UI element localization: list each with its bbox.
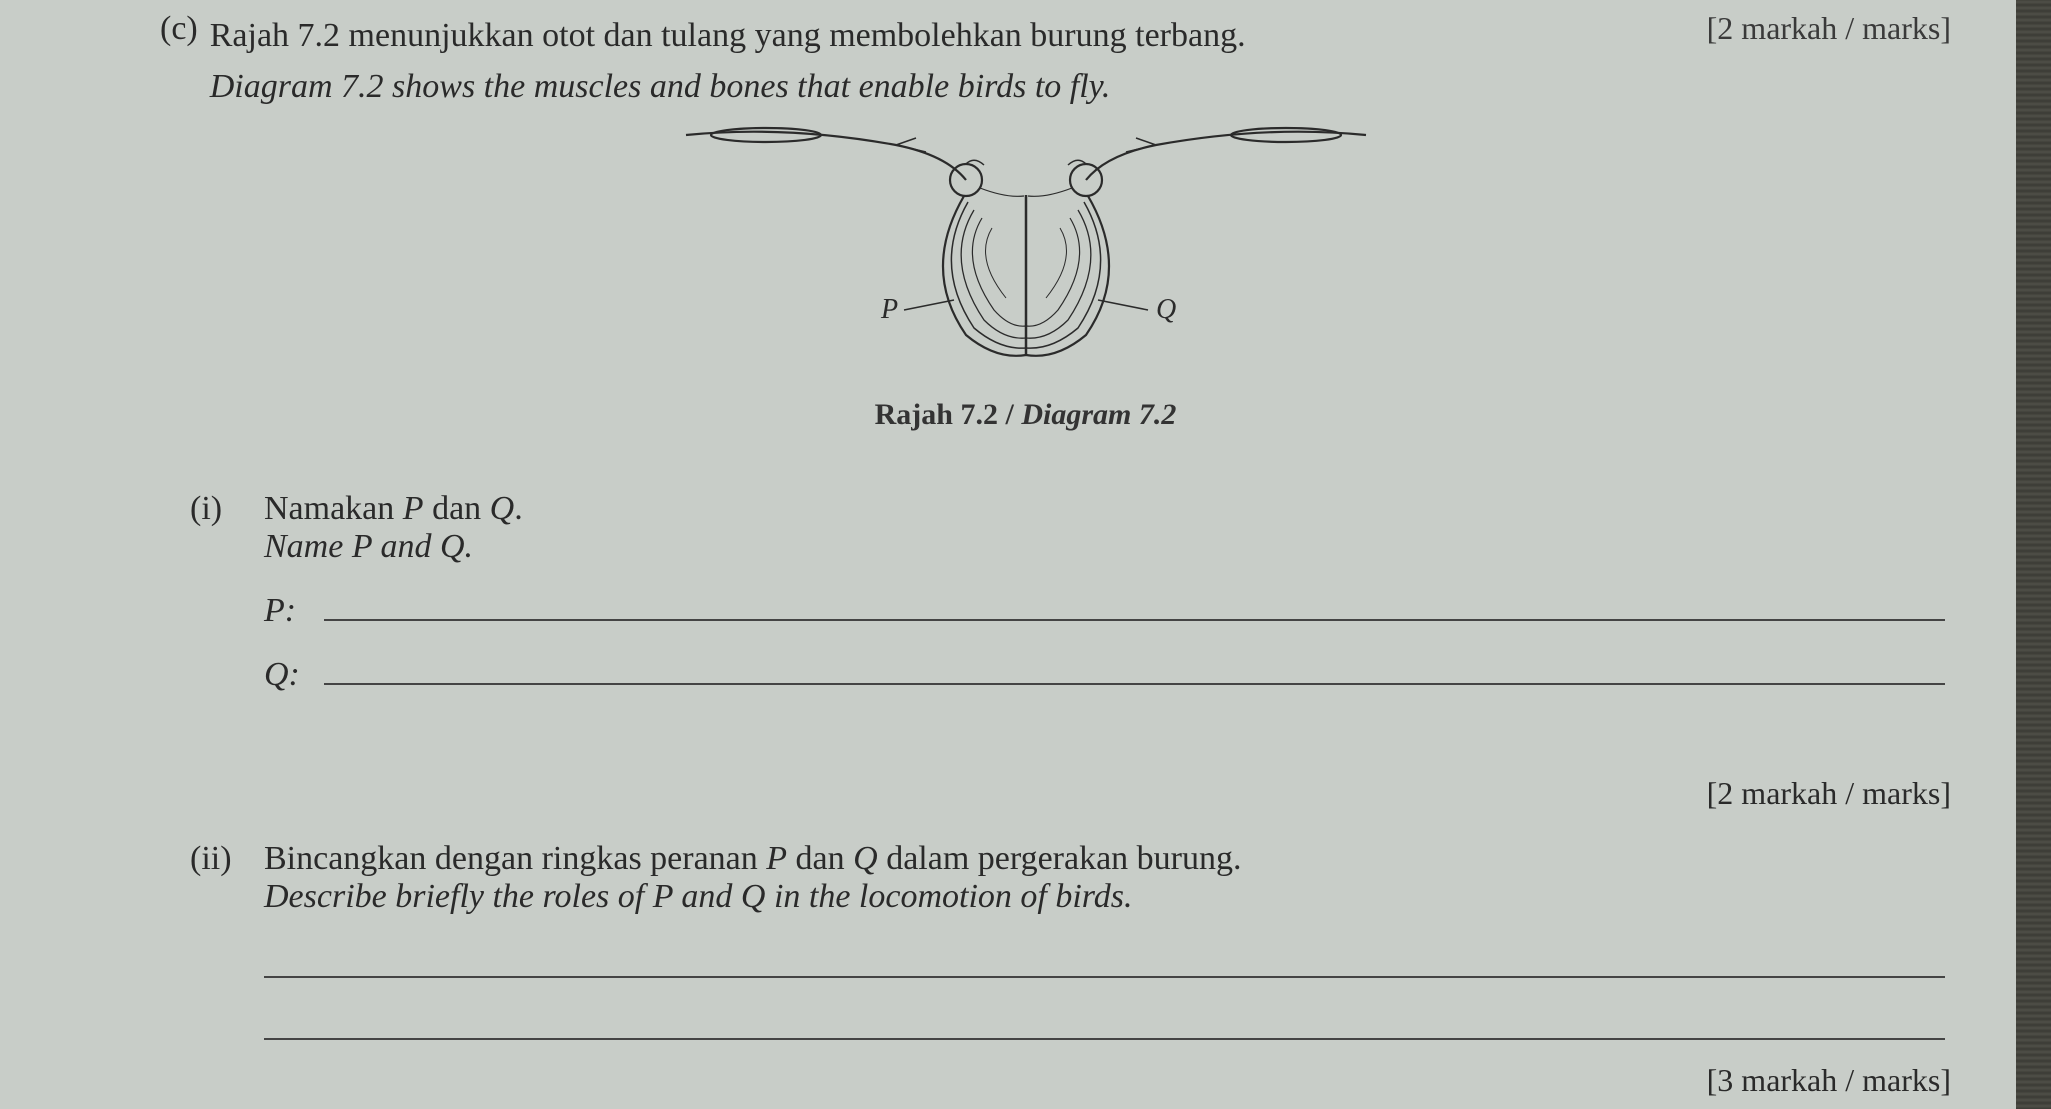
answer-q-blank[interactable] [324,655,1945,685]
part-i: (i) Namakan P dan Q. Name P and Q. P: Q: [190,490,1951,694]
marks-bottom: [3 markah / marks] [1707,1062,1951,1099]
answer-ii-line2[interactable] [264,1038,1945,1040]
part-ii-line2: Describe briefly the roles of P and Q in… [264,878,1945,916]
diagram-label-q: Q [1156,294,1176,325]
p-var: P [403,490,424,527]
part-i-content: Namakan P dan Q. Name P and Q. P: Q: [264,490,1945,694]
t: Name [264,528,352,565]
question-c-line2: Diagram 7.2 shows the muscles and bones … [210,61,1246,112]
t: dan [787,840,853,877]
label-c: (c) [160,10,198,112]
q-var: Q [490,490,515,527]
answer-q-line: Q: [264,655,1945,694]
question-c-text: Rajah 7.2 menunjukkan otot dan tulang ya… [210,10,1246,112]
p-var: P [766,840,787,877]
part-i-label: (i) [190,490,260,528]
answer-ii-line1[interactable] [264,976,1945,978]
t: . [514,490,523,527]
answer-p-blank[interactable] [324,591,1945,621]
part-ii-line1: Bincangkan dengan ringkas peranan P dan … [264,840,1945,878]
part-i-line2: Name P and Q. [264,528,1945,566]
t: dalam pergerakan burung. [878,840,1242,877]
marks-top: [2 markah / marks] [1707,10,1951,47]
diagram-caption: Rajah 7.2 / Diagram 7.2 [666,398,1386,432]
q-var: Q [741,878,766,915]
p-var: P [653,878,673,915]
question-c: (c) Rajah 7.2 menunjukkan otot dan tulan… [160,10,1246,112]
caption-right: Diagram 7.2 [1021,398,1176,431]
answer-p-label: P: [264,592,314,630]
diagram-label-p: P [880,294,898,325]
answer-q-label: Q: [264,656,314,694]
t: Bincangkan dengan ringkas peranan [264,840,766,877]
t: and [372,528,440,565]
question-c-line1: Rajah 7.2 menunjukkan otot dan tulang ya… [210,10,1246,61]
marks-mid: [2 markah / marks] [1707,775,1951,812]
part-ii: (ii) Bincangkan dengan ringkas peranan P… [190,840,1951,1040]
answer-p-line: P: [264,591,1945,630]
t: in the locomotion of birds. [765,878,1132,915]
t: Describe briefly the roles of [264,878,653,915]
t: . [465,528,474,565]
caption-left: Rajah 7.2 / [875,398,1022,431]
part-ii-content: Bincangkan dengan ringkas peranan P dan … [264,840,1945,1040]
part-ii-label: (ii) [190,840,260,878]
t: Namakan [264,490,403,527]
q-var: Q [440,528,465,565]
diagram-container: P Q Rajah 7.2 / Diagram 7.2 [666,110,1386,432]
part-i-line1: Namakan P dan Q. [264,490,1945,528]
q-var: Q [853,840,878,877]
t: dan [424,490,490,527]
p-var: P [352,528,372,565]
bird-muscle-diagram: P Q [666,110,1386,390]
page-edge [2016,0,2051,1109]
t: and [673,878,741,915]
